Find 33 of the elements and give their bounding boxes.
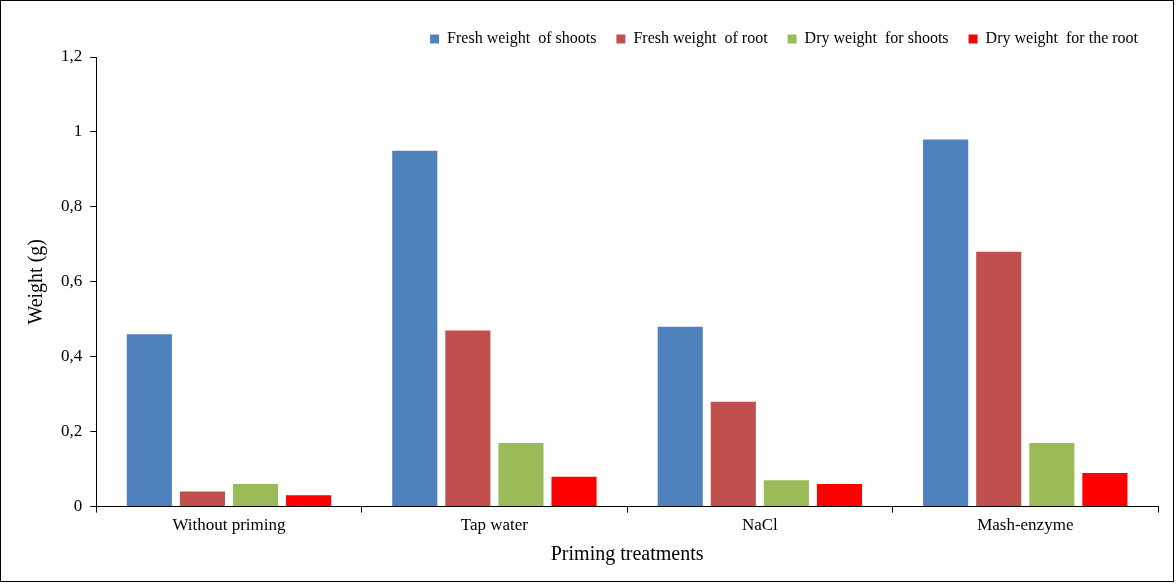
bar: [286, 495, 332, 507]
legend-label: Fresh weight of shoots: [447, 29, 597, 48]
legend-label: Fresh weight of root: [633, 29, 769, 48]
bar: [1082, 472, 1128, 507]
x-tick-label: Tap water: [460, 515, 529, 535]
x-tick-label: Without priming: [172, 515, 287, 535]
y-tick-label: 0,2: [61, 421, 83, 441]
bar: [179, 491, 225, 507]
x-axis-title: Priming treatments: [550, 542, 704, 566]
bar: [498, 442, 544, 507]
x-tick-label: NaCl: [741, 515, 779, 535]
x-tick-label: Mash-enzyme: [977, 515, 1074, 535]
legend-label: Dry weight for shoots: [804, 29, 949, 48]
bar: [816, 484, 863, 507]
y-tick-label: 0: [73, 496, 83, 516]
bar: [232, 484, 279, 507]
bar: [923, 139, 969, 507]
y-tick-label: 0,8: [61, 196, 83, 216]
y-axis-title: Weight (g): [24, 239, 48, 325]
bar: [710, 401, 756, 507]
y-tick-label: 1,2: [61, 46, 83, 66]
legend-label: Dry weight for the root: [985, 29, 1139, 48]
y-tick-label: 1: [73, 121, 83, 141]
y-tick-label: 0,4: [61, 346, 83, 366]
bar: [763, 480, 809, 507]
bar: [392, 150, 438, 507]
bar: [126, 334, 172, 507]
bar: [657, 326, 703, 507]
bar: [976, 251, 1022, 507]
bar: [1029, 442, 1075, 507]
bar: [551, 476, 597, 507]
y-tick-label: 0,6: [61, 271, 83, 291]
bar: [445, 330, 491, 507]
